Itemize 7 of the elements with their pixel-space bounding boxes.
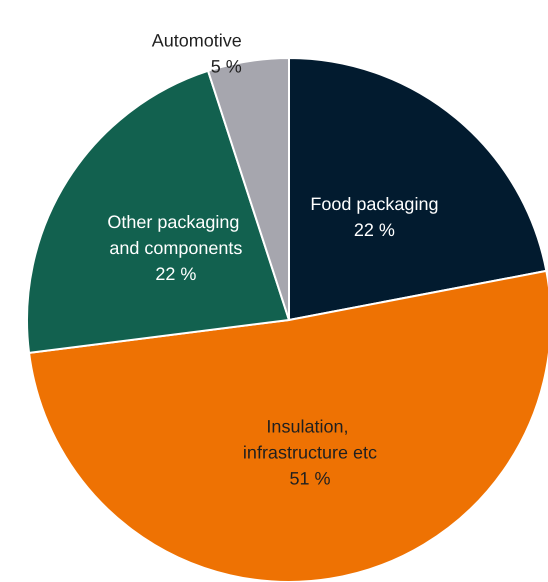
data-label: 51 % (289, 468, 330, 488)
data-label: 22 % (155, 264, 196, 284)
slice-label: Insulation, infrastructure etc (242, 416, 377, 462)
slice-label: Automotive (152, 30, 242, 50)
slice-label: Other packaging and components (107, 212, 244, 258)
slice-label: Food packaging (310, 194, 438, 214)
data-label: 22 % (354, 220, 395, 240)
